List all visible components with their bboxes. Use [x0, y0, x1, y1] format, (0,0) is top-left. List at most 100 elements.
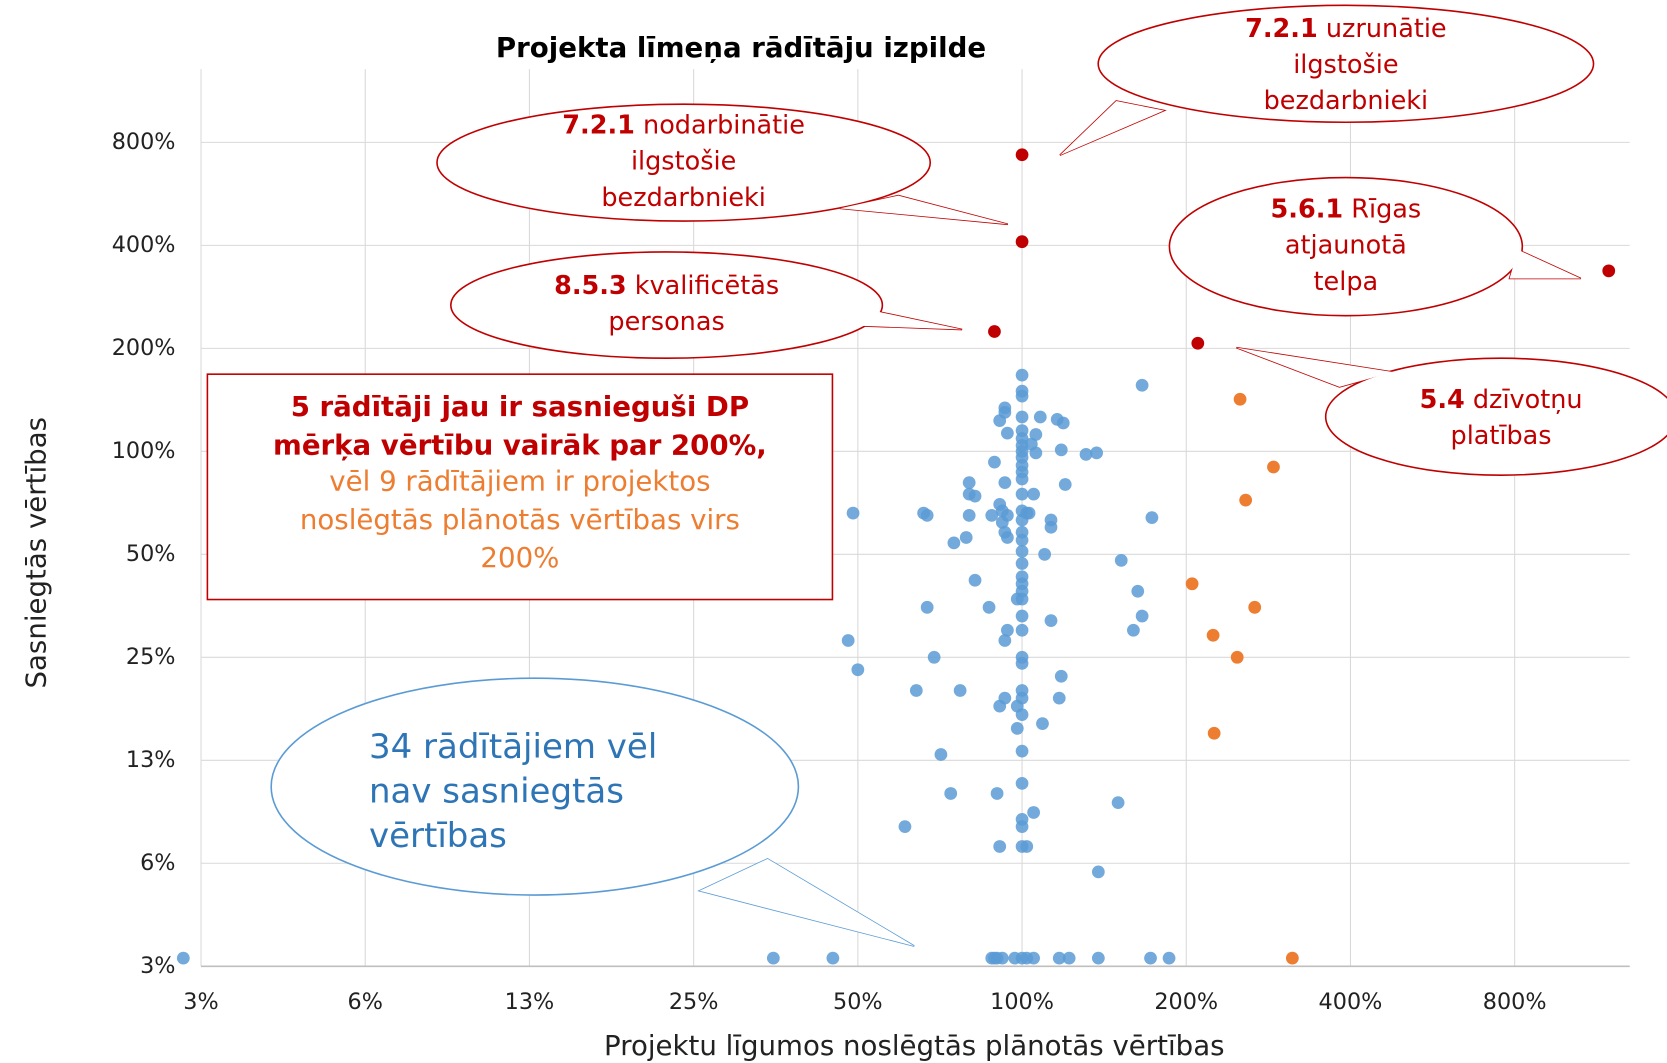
data-point [1111, 796, 1125, 810]
data-point [1135, 609, 1149, 623]
note-box [206, 373, 834, 601]
data-point [1038, 547, 1052, 561]
data-point [1054, 669, 1068, 683]
data-point [1206, 628, 1220, 642]
callout-line: bezdarbnieki [1264, 86, 1429, 116]
callout-line: Rīgas [1351, 194, 1421, 224]
data-point [959, 531, 973, 544]
data-point [1015, 623, 1029, 637]
data-point [1145, 511, 1159, 525]
data-point [1027, 806, 1040, 819]
data-point [1033, 410, 1047, 424]
data-point [1015, 820, 1029, 833]
data-point [1602, 264, 1616, 278]
data-point [962, 476, 976, 490]
callout-label: 8.5.3 [554, 271, 627, 301]
data-point [1056, 416, 1070, 430]
callout [436, 103, 932, 222]
callout-line: uzrunātie [1326, 14, 1447, 44]
data-point [995, 951, 1009, 965]
data-point [1015, 487, 1029, 501]
data-point [1127, 623, 1140, 637]
data-point [1054, 443, 1068, 457]
callout [1097, 4, 1595, 124]
callout-text: telpa [1314, 267, 1379, 297]
data-point [1062, 951, 1076, 965]
data-point [995, 515, 1009, 529]
data-point [988, 455, 1001, 469]
data-point [1029, 446, 1043, 460]
callout-line: ilgstošie [1293, 50, 1398, 80]
data-point [1001, 623, 1014, 637]
blue-callout-text: vērtības [369, 816, 507, 856]
data-point [1015, 513, 1029, 527]
y-tick-label: 25% [126, 644, 176, 670]
data-point [1090, 446, 1104, 460]
note-line: 200% [480, 541, 559, 574]
data-point [1015, 609, 1029, 623]
callout-tail-cover [839, 195, 1008, 225]
data-point [1091, 951, 1105, 965]
data-point [998, 634, 1012, 647]
data-point [1010, 721, 1024, 735]
data-point [1001, 531, 1014, 544]
data-point [920, 600, 934, 614]
callout-space [627, 271, 635, 301]
data-point [851, 663, 865, 677]
y-tick-label: 13% [126, 747, 176, 773]
blue-callout [270, 677, 800, 896]
data-point [1015, 708, 1029, 721]
callout-text: bezdarbnieki [601, 183, 766, 213]
callout-label: 7.2.1 [1245, 14, 1318, 44]
callout-line: telpa [1314, 267, 1379, 297]
callout-text: atjaunotā [1285, 231, 1407, 261]
data-point [1027, 951, 1040, 965]
data-point [985, 508, 999, 522]
data-point [1015, 777, 1029, 790]
data-point [1079, 447, 1093, 461]
y-tick-label: 400% [112, 232, 176, 258]
callout-line: dzīvotņu [1473, 385, 1583, 415]
data-point [1239, 493, 1253, 507]
x-tick-label: 3% [183, 989, 218, 1015]
callout-text: ilgstošie [1293, 50, 1398, 80]
data-point [962, 508, 976, 522]
x-tick-label: 25% [669, 989, 719, 1015]
data-point [1001, 426, 1014, 440]
callout [450, 251, 884, 360]
data-point [1248, 600, 1262, 614]
callout-space [1318, 14, 1326, 44]
data-point [968, 573, 982, 587]
callout-text: 5.6.1 Rīgas [1271, 194, 1422, 224]
data-point [993, 414, 1007, 427]
callout-line: nodarbinātie [643, 110, 805, 140]
data-point [1029, 428, 1043, 441]
x-tick-label: 50% [833, 989, 883, 1015]
data-point [944, 787, 958, 800]
note-bold-line: 5 rādītāji jau ir sasnieguši DP [291, 390, 749, 423]
callout-tail-cover [1236, 347, 1393, 387]
data-point [1052, 951, 1066, 965]
callout-text: personas [608, 307, 724, 337]
data-point [1191, 336, 1205, 350]
data-point [1015, 368, 1029, 382]
data-point [1044, 520, 1058, 534]
callout-text: bezdarbnieki [1264, 86, 1429, 116]
x-tick-label: 13% [505, 989, 555, 1015]
data-point [1015, 410, 1029, 424]
callout-line: atjaunotā [1285, 231, 1407, 261]
y-tick-label: 50% [126, 541, 176, 567]
callout-label: 7.2.1 [562, 110, 635, 140]
blue-callout-text: nav sasniegtās [369, 771, 624, 811]
data-point [1233, 392, 1247, 406]
data-point [1015, 744, 1029, 758]
data-point [920, 508, 934, 522]
x-tick-label: 6% [348, 989, 383, 1015]
callout-line: ilgstošie [631, 147, 736, 177]
data-point [1015, 389, 1029, 403]
note-line: vēl 9 rādītājiem ir projektos [329, 465, 710, 498]
data-point [947, 536, 961, 550]
data-point [1267, 460, 1280, 474]
data-point [993, 840, 1007, 853]
